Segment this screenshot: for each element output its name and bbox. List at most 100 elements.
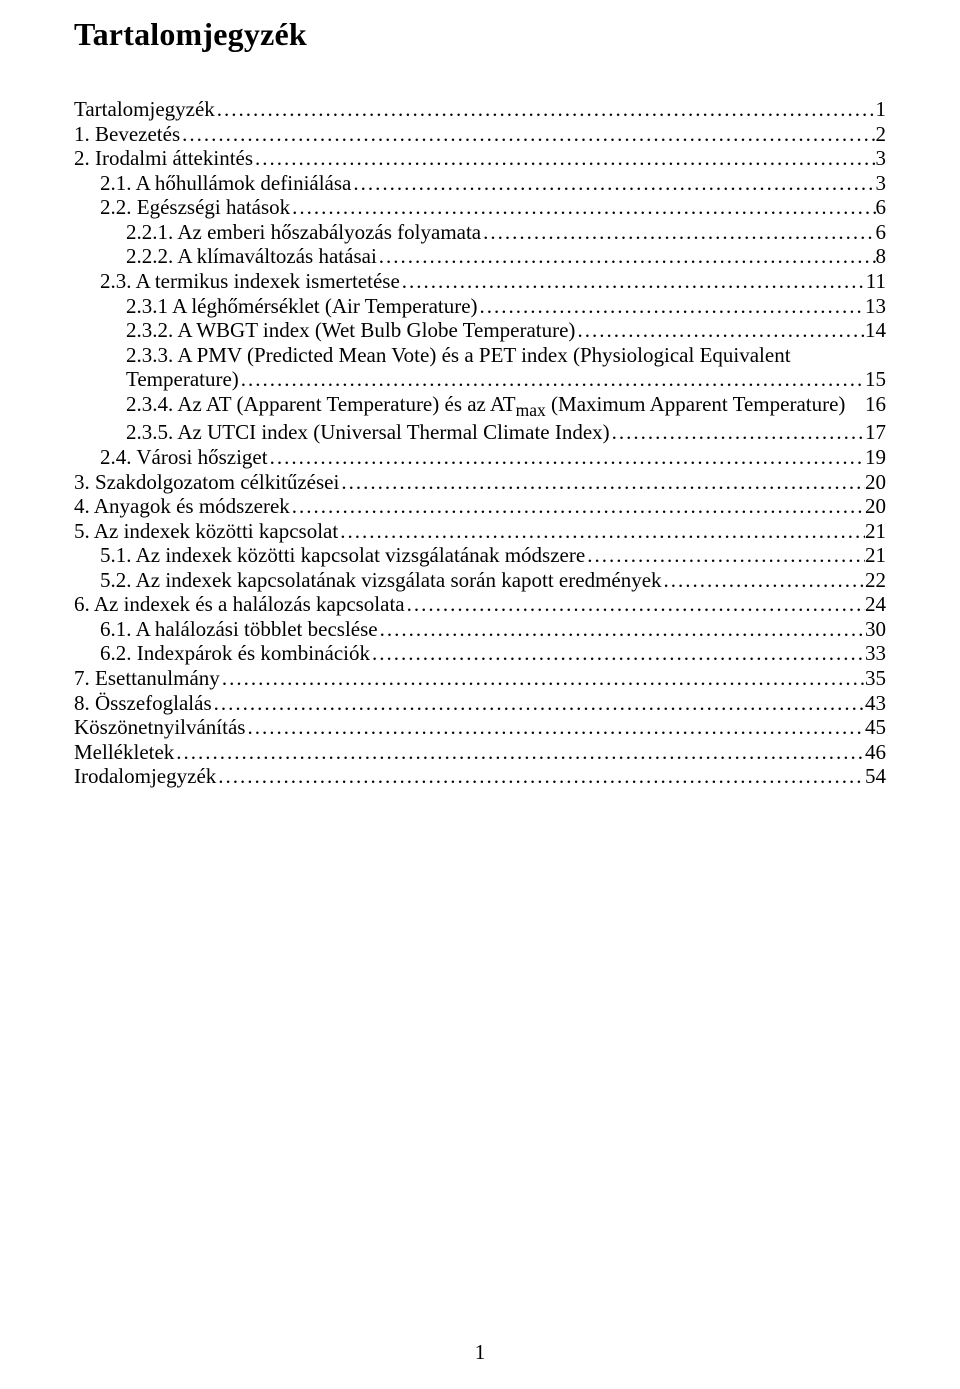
toc-entry-page: 6: [876, 195, 887, 220]
toc-entry-page: 21: [865, 519, 886, 544]
toc-row: 2.3. A termikus indexek ismertetése11: [74, 269, 886, 294]
toc-leader-dots: [253, 146, 875, 171]
toc-row: 2.3.2. A WBGT index (Wet Bulb Globe Temp…: [74, 318, 886, 343]
toc-entry-page: 33: [865, 641, 886, 666]
toc-entry-page: 20: [865, 470, 886, 495]
toc-entry-label: 2.3.5. Az UTCI index (Universal Thermal …: [126, 420, 610, 445]
toc-row: 2.2.1. Az emberi hőszabályozás folyamata…: [74, 220, 886, 245]
toc-row: 2.3.5. Az UTCI index (Universal Thermal …: [74, 420, 886, 445]
toc-leader-dots: [377, 244, 876, 269]
toc-leader-dots: [174, 740, 865, 765]
toc-leader-dots: [338, 519, 865, 544]
toc-leader-dots: [400, 269, 866, 294]
toc-row: 2.3.3. A PMV (Predicted Mean Vote) és a …: [74, 343, 886, 368]
toc-entry-page: 6: [876, 220, 887, 245]
toc-entry-page: 46: [865, 740, 886, 765]
toc-leader-dots: [585, 543, 865, 568]
toc-entry-page: 45: [865, 715, 886, 740]
toc-row: 2. Irodalmi áttekintés3: [74, 146, 886, 171]
toc-entry-page: 3: [876, 146, 887, 171]
toc-entry-label: 2.3.4. Az AT (Apparent Temperature) és a…: [126, 392, 860, 421]
toc-entry-page: 13: [865, 294, 886, 319]
toc-entry-label: 2.3.3. A PMV (Predicted Mean Vote) és a …: [126, 343, 886, 368]
toc-row: 2.3.1 A léghőmérséklet (Air Temperature)…: [74, 294, 886, 319]
toc-entry-page: 2: [876, 122, 887, 147]
toc-row: 8. Összefoglalás 43: [74, 691, 886, 716]
toc-entry-label: 6. Az indexek és a halálozás kapcsolata: [74, 592, 405, 617]
toc-leader-dots: [405, 592, 865, 617]
toc-row: 2.1. A hőhullámok definiálása 3: [74, 171, 886, 196]
toc-entry-label: 2.3. A termikus indexek ismertetése: [100, 269, 400, 294]
toc-entry-page: 14: [865, 318, 886, 343]
toc-leader-dots: [339, 470, 865, 495]
toc-leader-dots: [212, 691, 865, 716]
toc-entry-label: Tartalomjegyzék: [74, 97, 215, 122]
toc-row: 6. Az indexek és a halálozás kapcsolata 2…: [74, 592, 886, 617]
toc-entry-page: 15: [865, 367, 886, 392]
toc-row: 7. Esettanulmány 35: [74, 666, 886, 691]
toc-leader-dots: [268, 445, 865, 470]
toc-entry-label: 3. Szakdolgozatom célkitűzései: [74, 470, 339, 495]
toc-entry-label: 5.1. Az indexek közötti kapcsolat vizsgá…: [100, 543, 585, 568]
toc-leader-dots: [290, 195, 875, 220]
toc-row: 6.1. A halálozási többlet becslése 30: [74, 617, 886, 642]
toc-leader-dots: [370, 641, 865, 666]
toc-entry-label: 2.2. Egészségi hatások: [100, 195, 290, 220]
toc-leader-dots: [481, 220, 875, 245]
toc-entry-page: 3: [876, 171, 887, 196]
toc-leader-dots: [662, 568, 865, 593]
toc-row: 4. Anyagok és módszerek 20: [74, 494, 886, 519]
toc-entry-page: 17: [865, 420, 886, 445]
toc-entry-label: 2.4. Városi hősziget: [100, 445, 268, 470]
toc-title: Tartalomjegyzék: [74, 16, 886, 53]
toc-entry-label: 1. Bevezetés: [74, 122, 180, 147]
toc-entry-label: 2.1. A hőhullámok definiálása: [100, 171, 351, 196]
toc-row: 3. Szakdolgozatom célkitűzései 20: [74, 470, 886, 495]
toc-leader-dots: [180, 122, 875, 147]
toc-entry-label: 2.3.2. A WBGT index (Wet Bulb Globe Temp…: [126, 318, 575, 343]
toc-entry-page: 24: [865, 592, 886, 617]
toc-row: Temperature) 15: [74, 367, 886, 392]
toc-row: Mellékletek 46: [74, 740, 886, 765]
toc-row: 5. Az indexek közötti kapcsolat 21: [74, 519, 886, 544]
toc-entry-page: 21: [865, 543, 886, 568]
toc-entry-label: Irodalomjegyzék: [74, 764, 216, 789]
toc-leader-dots: [575, 318, 865, 343]
toc-entry-label: 2.2.2. A klímaváltozás hatásai: [126, 244, 377, 269]
toc-entry-page: 30: [865, 617, 886, 642]
page: Tartalomjegyzék Tartalomjegyzék 1 1. Bevez…: [0, 0, 960, 1389]
toc-leader-dots: [290, 494, 865, 519]
toc-row: 2.3.4. Az AT (Apparent Temperature) és a…: [74, 392, 886, 421]
toc-entry-label: Mellékletek: [74, 740, 174, 765]
toc-entry-label: 8. Összefoglalás: [74, 691, 212, 716]
toc-leader-dots: [378, 617, 865, 642]
toc-entry-page: 35: [865, 666, 886, 691]
toc-entry-page: 19: [865, 445, 886, 470]
toc-row: 2.2. Egészségi hatások 6: [74, 195, 886, 220]
toc-leader-dots: [245, 715, 865, 740]
toc-entry-label: 5.2. Az indexek kapcsolatának vizsgálata…: [100, 568, 662, 593]
toc-row: Köszönetnyilvánítás45: [74, 715, 886, 740]
toc-row: 5.1. Az indexek közötti kapcsolat vizsgá…: [74, 543, 886, 568]
toc-entry-page: 1: [876, 97, 887, 122]
toc-entry-label: 6.2. Indexpárok és kombinációk: [100, 641, 370, 666]
toc-row: 5.2. Az indexek kapcsolatának vizsgálata…: [74, 568, 886, 593]
toc-entry-label: 2.3.1 A léghőmérséklet (Air Temperature): [126, 294, 478, 319]
toc-row: Irodalomjegyzék54: [74, 764, 886, 789]
toc-entry-page: 16: [865, 392, 886, 417]
toc-entry-page: 8: [876, 244, 887, 269]
toc-entry-label: Temperature): [126, 367, 239, 392]
toc-leader-dots: [216, 764, 865, 789]
toc-entry-label: 5. Az indexek közötti kapcsolat: [74, 519, 338, 544]
toc-entry-page: 22: [865, 568, 886, 593]
toc-leader-dots: [478, 294, 865, 319]
toc-entry-label: 7. Esettanulmány: [74, 666, 220, 691]
toc-entry-label: 4. Anyagok és módszerek: [74, 494, 290, 519]
toc-entry-label: 6.1. A halálozási többlet becslése: [100, 617, 378, 642]
toc-leader-dots: [239, 367, 865, 392]
toc-entry-label: 2.2.1. Az emberi hőszabályozás folyamata: [126, 220, 481, 245]
toc-entry-page: 20: [865, 494, 886, 519]
page-number: 1: [0, 1340, 960, 1365]
toc-leader-dots: [220, 666, 865, 691]
toc-entry-page: 43: [865, 691, 886, 716]
